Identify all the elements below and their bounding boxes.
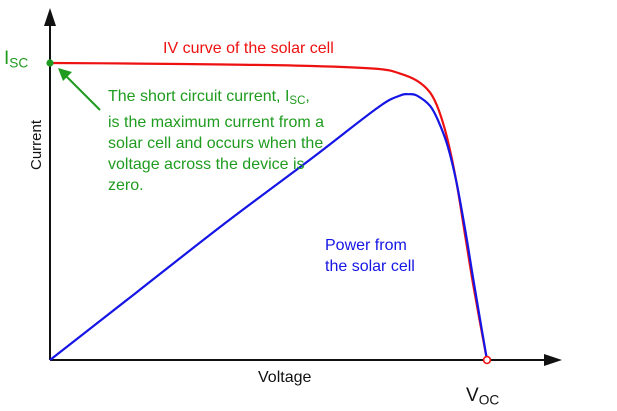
isc-annotation-line-2: is the maximum current from a <box>108 113 325 131</box>
isc-annotation-line-5: zero. <box>108 176 144 194</box>
voc-point <box>482 355 492 365</box>
isc-annotation: The short circuit current, ISC, is the m… <box>108 86 398 196</box>
power-label-line-2: the solar cell <box>325 258 415 275</box>
x-axis-arrow <box>544 354 562 366</box>
iv-curve-label: IV curve of the solar cell <box>163 40 334 57</box>
isc-annotation-line-3: solar cell and occurs when the <box>108 134 324 152</box>
isc-annotation-arrowhead <box>58 68 72 81</box>
isc-point <box>46 59 54 67</box>
power-label-line-1: Power from <box>325 237 407 254</box>
isc-annotation-arrow-line <box>65 75 101 111</box>
y-axis-arrow <box>44 8 56 26</box>
x-axis-label: Voltage <box>258 369 312 386</box>
isc-axis-label: ISC <box>4 48 29 71</box>
y-axis-label: Current <box>28 119 45 170</box>
voc-axis-label: VOC <box>466 385 500 408</box>
isc-annotation-line-4: voltage across the device is <box>108 155 305 173</box>
isc-annotation-line-1: The short circuit current, ISC, <box>108 88 310 107</box>
power-curve-label: Power from the solar cell <box>325 235 415 277</box>
power-series-line <box>49 92 489 361</box>
